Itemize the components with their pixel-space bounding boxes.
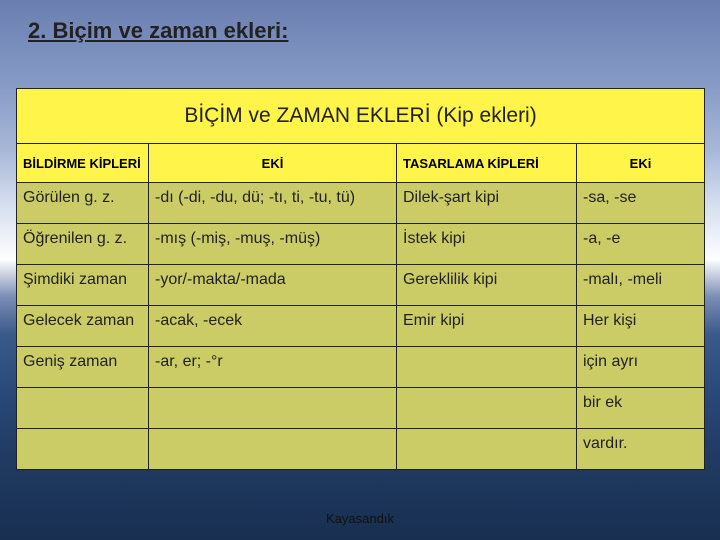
grammar-table: BİÇİM ve ZAMAN EKLERİ (Kip ekleri) BİLDİ…: [16, 88, 704, 470]
cell: [17, 388, 149, 429]
table-row: bir ek: [17, 388, 705, 429]
table-title-row: BİÇİM ve ZAMAN EKLERİ (Kip ekleri): [17, 89, 705, 144]
cell: Şimdiki zaman: [17, 265, 149, 306]
cell: -sa, -se: [577, 183, 705, 224]
cell: bir ek: [577, 388, 705, 429]
cell: -dı (-di, -du, dü; -tı, ti, -tu, tü): [149, 183, 397, 224]
table-row: Gelecek zaman -acak, -ecek Emir kipi Her…: [17, 306, 705, 347]
col-header-2: EKİ: [149, 144, 397, 183]
cell: Dilek-şart kipi: [397, 183, 577, 224]
col-header-1: BİLDİRME KİPLERİ: [17, 144, 149, 183]
cell: Öğrenilen g. z.: [17, 224, 149, 265]
cell: [149, 429, 397, 470]
table-row: Geniş zaman -ar, er; -°r için ayrı: [17, 347, 705, 388]
cell: Emir kipi: [397, 306, 577, 347]
cell: -ar, er; -°r: [149, 347, 397, 388]
cell: Görülen g. z.: [17, 183, 149, 224]
cell: -mış (-miş, -muş, -müş): [149, 224, 397, 265]
table-row: Şimdiki zaman -yor/-makta/-mada Gereklil…: [17, 265, 705, 306]
slide-heading: 2. Biçim ve zaman ekleri:: [28, 18, 288, 44]
cell: [17, 429, 149, 470]
cell: [397, 429, 577, 470]
table: BİÇİM ve ZAMAN EKLERİ (Kip ekleri) BİLDİ…: [16, 88, 705, 470]
cell: Her kişi: [577, 306, 705, 347]
table-header-row: BİLDİRME KİPLERİ EKİ TASARLAMA KİPLERİ E…: [17, 144, 705, 183]
table-row: Öğrenilen g. z. -mış (-miş, -muş, -müş) …: [17, 224, 705, 265]
cell: Geniş zaman: [17, 347, 149, 388]
cell: -a, -e: [577, 224, 705, 265]
cell: [149, 388, 397, 429]
cell: için ayrı: [577, 347, 705, 388]
cell: -malı, -meli: [577, 265, 705, 306]
cell: Gereklilik kipi: [397, 265, 577, 306]
cell: [397, 388, 577, 429]
footer-text: Kayasandık: [0, 511, 720, 526]
cell: vardır.: [577, 429, 705, 470]
col-header-3: TASARLAMA KİPLERİ: [397, 144, 577, 183]
table-title: BİÇİM ve ZAMAN EKLERİ (Kip ekleri): [17, 89, 705, 144]
col-header-4: EKi: [577, 144, 705, 183]
table-row: vardır.: [17, 429, 705, 470]
slide: 2. Biçim ve zaman ekleri: BİÇİM ve ZAMAN…: [0, 0, 720, 540]
cell: İstek kipi: [397, 224, 577, 265]
cell: Gelecek zaman: [17, 306, 149, 347]
cell: -yor/-makta/-mada: [149, 265, 397, 306]
table-row: Görülen g. z. -dı (-di, -du, dü; -tı, ti…: [17, 183, 705, 224]
cell: -acak, -ecek: [149, 306, 397, 347]
cell: [397, 347, 577, 388]
